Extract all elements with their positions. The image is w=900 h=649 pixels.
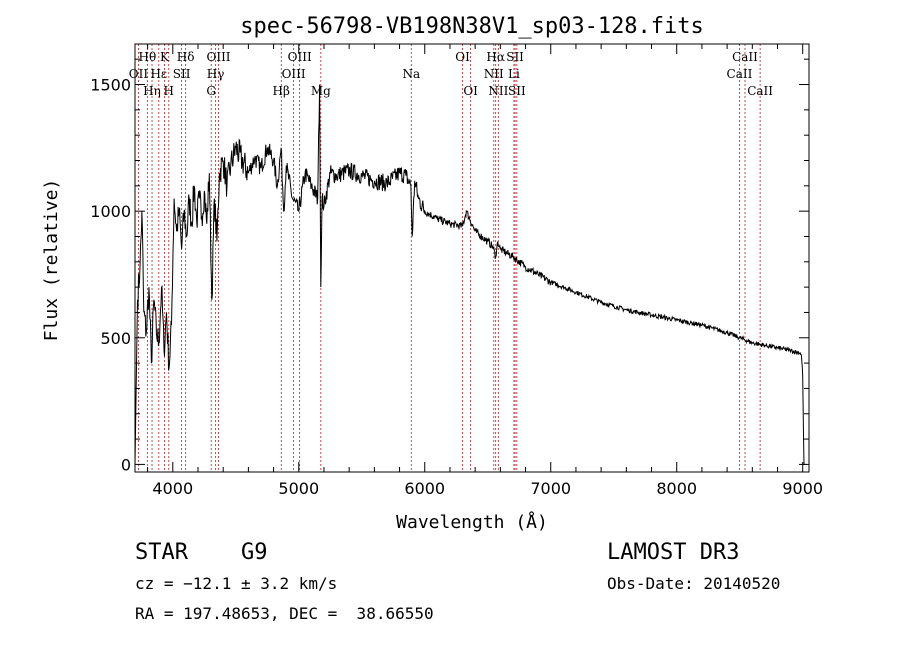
line-label-17: OI	[463, 84, 478, 98]
line-label-12: OIII	[288, 50, 312, 64]
line-label-11: Hβ	[273, 84, 290, 98]
spectral-line-markers	[138, 44, 761, 472]
line-label-7: Hδ	[177, 50, 195, 64]
line-label-24: CaII	[732, 50, 758, 64]
y-axis-ticks: 0 500 1000 1500	[90, 58, 809, 474]
y-tick-label-0: 0	[121, 455, 131, 474]
line-label-23: SII	[508, 84, 526, 98]
line-label-15: Na	[402, 67, 420, 81]
y-tick-label-1500: 1500	[90, 76, 131, 95]
x-tick-label-9000: 9000	[782, 479, 823, 498]
line-label-21: SII	[506, 50, 524, 64]
x-axis-ticks: 4000 5000 6000 7000 8000 9000	[147, 44, 823, 498]
line-label-8: OIII	[206, 50, 230, 64]
survey-name: LAMOST DR3	[607, 540, 740, 565]
y-tick-label-500: 500	[100, 329, 131, 348]
line-label-4: K	[160, 50, 170, 64]
x-tick-label-8000: 8000	[656, 479, 697, 498]
line-label-25: CaII	[727, 67, 753, 81]
line-label-14: Mg	[311, 84, 331, 98]
plot-frame	[134, 43, 810, 473]
line-label-10: G	[206, 84, 216, 98]
line-label-2: Hη	[143, 84, 161, 98]
spectrum-line	[134, 84, 806, 465]
y-axis-label: Flux (relative)	[41, 179, 62, 342]
x-tick-label-5000: 5000	[278, 479, 319, 498]
line-label-9: Hγ	[207, 67, 225, 81]
line-label-19: NII	[484, 67, 504, 81]
object-class: STAR G9	[135, 540, 268, 565]
y-tick-label-1000: 1000	[90, 202, 131, 221]
line-label-22: Li	[508, 67, 520, 81]
line-label-13: OIII	[282, 67, 306, 81]
line-label-0: Hθ	[138, 50, 156, 64]
line-label-26: CaII	[747, 84, 773, 98]
observation-date: Obs-Date: 20140520	[607, 574, 781, 593]
chart-title: spec-56798-VB198N38V1_sp03-128.fits	[240, 14, 704, 39]
line-label-3: Hε	[150, 67, 167, 81]
line-label-18: Hα	[486, 50, 505, 64]
line-label-5: H	[164, 84, 174, 98]
line-label-20: NII	[488, 84, 508, 98]
spectral-line-labels: Hθ OII Hη Hε K H SII Hδ OIII Hγ G Hβ OIII OIII Mg Na OI O…	[129, 50, 774, 98]
x-tick-label-6000: 6000	[404, 479, 445, 498]
x-tick-label-4000: 4000	[152, 479, 193, 498]
line-label-6: SII	[173, 67, 191, 81]
coordinates: RA = 197.48653, DEC = 38.66550	[135, 604, 434, 623]
x-tick-label-7000: 7000	[530, 479, 571, 498]
x-axis-label: Wavelength (Å)	[396, 511, 548, 533]
line-label-16: OI	[455, 50, 470, 64]
line-label-1: OII	[129, 67, 149, 81]
redshift-velocity: cz = −12.1 ± 3.2 km/s	[135, 574, 338, 593]
